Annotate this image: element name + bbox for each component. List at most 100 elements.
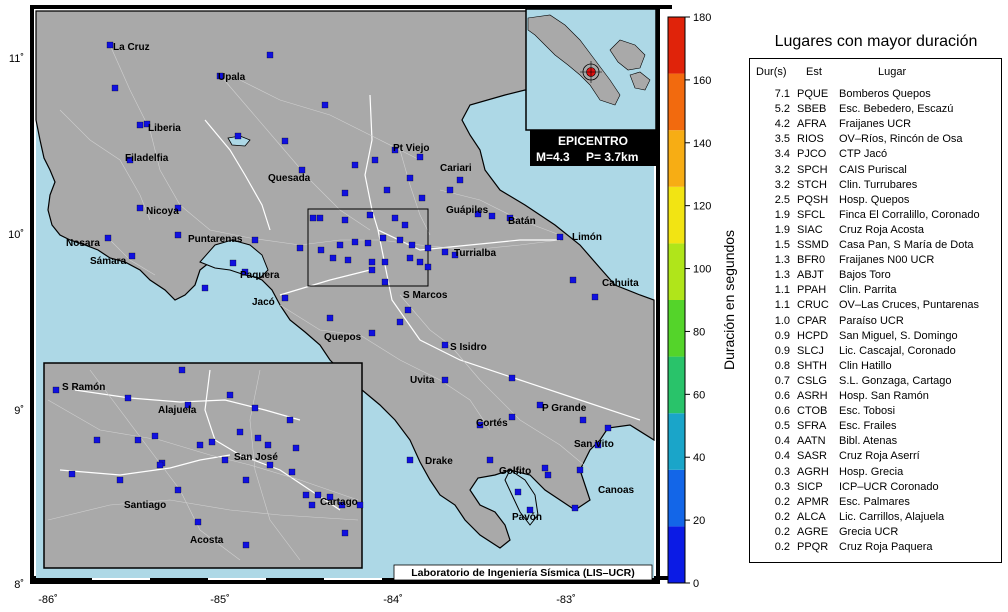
row-est: HCPD <box>797 329 829 342</box>
row-dur: 7.1 <box>774 88 790 100</box>
row-est: PQUE <box>797 88 829 100</box>
row-est: PPAH <box>797 284 827 297</box>
station-marker <box>93 436 101 444</box>
station-marker <box>178 366 186 374</box>
colorbar-tick-label: 60 <box>693 389 705 401</box>
station-marker <box>309 214 317 222</box>
row-dur: 0.6 <box>774 405 790 418</box>
station-marker <box>441 248 449 256</box>
station-marker <box>544 471 552 479</box>
station-marker <box>368 266 376 274</box>
table-title: Lugares con mayor duración <box>774 33 978 50</box>
station-marker <box>456 176 464 184</box>
colorbar-segment <box>668 186 685 244</box>
station-marker <box>418 194 426 202</box>
station-marker <box>174 486 182 494</box>
row-lugar: Clin. Parrita <box>839 284 897 297</box>
row-dur: 3.2 <box>774 163 790 176</box>
station-marker <box>344 256 352 264</box>
station-marker <box>128 252 136 260</box>
table-row: 0.9 SLCJ Lic. Cascajal, Coronado <box>750 345 1001 360</box>
row-dur: 0.9 <box>774 329 790 342</box>
row-est: STCH <box>797 178 827 191</box>
city-label: Paquera <box>240 270 280 281</box>
station-marker <box>416 258 424 266</box>
table-row: 0.7 CSLG S.L. Gonzaga, Cartago <box>750 375 1001 390</box>
station-marker <box>126 156 134 164</box>
colorbar-segment <box>668 526 685 583</box>
row-est: SBEB <box>797 103 827 116</box>
station-marker <box>366 211 374 219</box>
station-marker <box>406 254 414 262</box>
row-dur: 0.3 <box>774 480 790 493</box>
station-marker <box>576 466 584 474</box>
row-est: AFRA <box>797 118 827 131</box>
row-lugar: CAIS Puriscal <box>839 163 907 176</box>
station-marker <box>408 241 416 249</box>
row-lugar: Lic. Carrillos, Alajuela <box>839 510 945 523</box>
station-marker <box>286 416 294 424</box>
gulf-nicoya <box>199 239 269 279</box>
station-marker <box>514 488 522 496</box>
station-marker <box>441 341 449 349</box>
lat-tick-label: 10˚ <box>8 229 24 241</box>
station-marker <box>216 72 224 80</box>
row-lugar: Paraíso UCR <box>839 314 904 327</box>
station-marker <box>488 212 496 220</box>
table-row: 4.2 AFRA Fraijanes UCR <box>750 118 1001 133</box>
row-dur: 3.4 <box>774 148 790 161</box>
station-marker <box>196 441 204 449</box>
station-marker <box>298 166 306 174</box>
colorbar-label: Duración en segundos <box>721 230 737 370</box>
table-row: 0.4 SASR Cruz Roja Aserrí <box>750 450 1001 465</box>
station-marker <box>474 210 482 218</box>
row-est: SHTH <box>797 359 827 372</box>
inset-city-label: S Ramón <box>62 382 105 393</box>
station-marker <box>406 174 414 182</box>
row-lugar: Clin Hatillo <box>839 359 892 372</box>
station-marker <box>604 424 612 432</box>
station-marker <box>371 156 379 164</box>
station-marker <box>424 244 432 252</box>
station-marker <box>381 278 389 286</box>
row-dur: 1.1 <box>774 284 790 297</box>
station-marker <box>594 441 602 449</box>
row-lugar: Cruz Roja Paquera <box>839 541 933 553</box>
station-marker <box>242 476 250 484</box>
station-marker <box>316 214 324 222</box>
station-marker <box>134 436 142 444</box>
station-marker <box>401 221 409 229</box>
station-marker <box>226 391 234 399</box>
colorbar-tick-label: 100 <box>693 264 711 276</box>
road-network <box>59 44 591 471</box>
row-est: AGRH <box>797 465 829 478</box>
station-marker <box>446 186 454 194</box>
station-marker <box>336 241 344 249</box>
row-lugar: San Miguel, S. Domingo <box>839 329 958 342</box>
colorbar-tick-label: 140 <box>693 138 711 150</box>
row-lugar: Grecia UCR <box>839 525 899 538</box>
row-lugar: Bajos Toro <box>839 269 891 282</box>
row-dur: 1.1 <box>774 299 790 312</box>
row-dur: 5.2 <box>774 103 790 116</box>
city-label: Nosara <box>66 238 100 249</box>
station-marker <box>396 236 404 244</box>
city-label: S Marcos <box>403 290 448 301</box>
inset-city-label: San José <box>234 452 278 463</box>
row-est: SSMD <box>797 239 829 251</box>
lon-tick-label: -86˚ <box>38 594 58 606</box>
station-marker <box>201 284 209 292</box>
row-est: CRUC <box>797 299 829 312</box>
station-marker <box>251 404 259 412</box>
colorbar-segment <box>668 413 685 470</box>
table-row: 0.2 AGRE Grecia UCR <box>750 526 1001 541</box>
station-marker <box>292 444 300 452</box>
row-lugar: Esc. Bebedero, Escazú <box>839 103 954 116</box>
station-marker <box>156 461 164 469</box>
inset-city-label: Cartago <box>320 497 358 508</box>
lon-tick-label: -85˚ <box>210 594 230 606</box>
row-est: SFCL <box>797 208 826 221</box>
duration-table: Dur(s) Est Lugar 7.1 PQUE Bomberos Quepos 5… <box>749 58 1002 563</box>
station-marker <box>476 421 484 429</box>
colorbar-segment <box>668 356 685 414</box>
